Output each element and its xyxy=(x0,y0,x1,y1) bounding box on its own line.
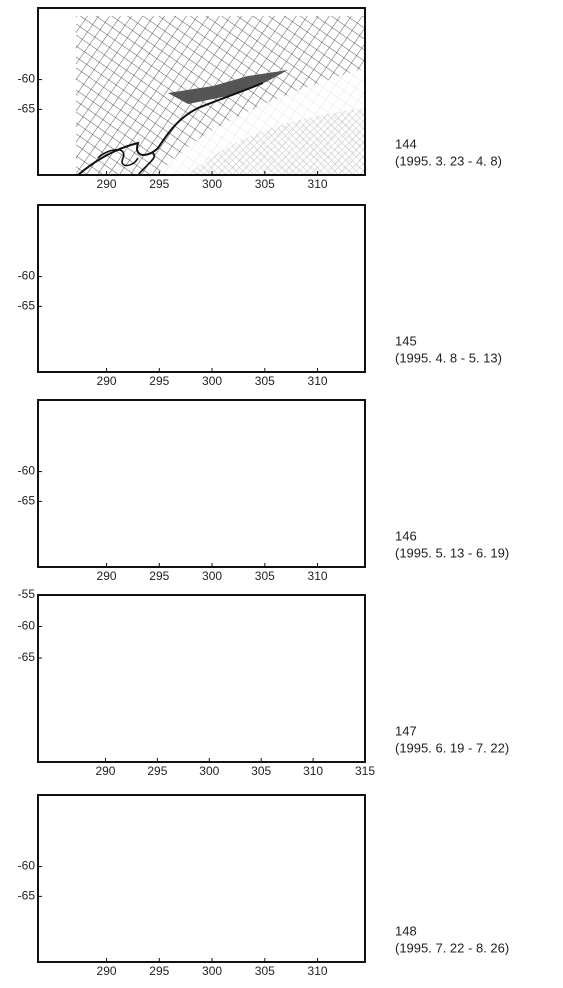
x-tick-label: 300 xyxy=(199,764,219,778)
x-tick-label: 295 xyxy=(147,764,167,778)
y-tick-label: -65 xyxy=(18,102,36,116)
cycle-label: 145 xyxy=(395,333,417,348)
y-tick-label: -65 xyxy=(18,299,36,313)
x-tick-label: 305 xyxy=(255,569,275,583)
x-tick-label: 295 xyxy=(149,374,169,388)
x-tick-label: 305 xyxy=(255,374,275,388)
map-image xyxy=(38,205,365,372)
date-range: (1995. 7. 22 - 8. 26) xyxy=(395,940,509,955)
x-tick-label: 295 xyxy=(149,177,169,191)
map-image xyxy=(38,400,365,567)
map-image xyxy=(38,8,365,175)
y-tick-label: -65 xyxy=(18,494,36,508)
x-tick-label: 290 xyxy=(97,177,117,191)
date-range: (1995. 6. 19 - 7. 22) xyxy=(395,740,509,755)
y-tick-label: -65 xyxy=(18,889,36,903)
x-tick-label: 310 xyxy=(308,177,328,191)
x-tick-label: 295 xyxy=(149,964,169,978)
map-image xyxy=(38,795,365,962)
x-tick-label: 310 xyxy=(308,964,328,978)
x-tick-label: 290 xyxy=(95,764,115,778)
cycle-label: 144 xyxy=(395,136,417,151)
x-tick-label: 305 xyxy=(255,177,275,191)
x-tick-label: 290 xyxy=(97,964,117,978)
date-range: (1995. 3. 23 - 4. 8) xyxy=(395,153,502,168)
map-frame xyxy=(37,399,366,568)
map-frame xyxy=(37,594,366,763)
cycle-label: 146 xyxy=(395,528,417,543)
map-panel: 290 295 300 305 310 -60 -65 145 (1995. 4. 8 - 5.… xyxy=(18,204,502,388)
y-tick-label: -60 xyxy=(18,859,36,873)
x-tick-label: 300 xyxy=(202,964,222,978)
x-tick-label: 300 xyxy=(202,569,222,583)
x-tick-label: 295 xyxy=(149,569,169,583)
x-tick-label: 305 xyxy=(251,764,271,778)
map-panel: 290 295 300 305 310 -60 -65 144 (1995. 3. 23 - 4… xyxy=(18,7,502,191)
map-panel: 290 295 300 305 310 -60 -65 146 (1995. 5. 13 - 6… xyxy=(18,399,509,583)
map-panel: 290 295 300 305 310 -60 -65 148 (1995. 7. 22 - 8… xyxy=(18,794,509,978)
date-range: (1995. 5. 13 - 6. 19) xyxy=(395,545,509,560)
cycle-label: 148 xyxy=(395,923,417,938)
y-tick-label: -65 xyxy=(18,650,36,664)
y-tick-label: -55 xyxy=(18,587,36,601)
x-tick-label: 310 xyxy=(303,764,323,778)
map-image xyxy=(38,595,365,762)
x-tick-label: 290 xyxy=(97,569,117,583)
y-tick-label: -60 xyxy=(18,269,36,283)
map-frame xyxy=(37,7,366,176)
x-tick-label: 305 xyxy=(255,964,275,978)
x-tick-label: 310 xyxy=(308,374,328,388)
y-tick-label: -60 xyxy=(18,619,36,633)
x-tick-label: 315 xyxy=(355,764,375,778)
x-tick-label: 300 xyxy=(202,177,222,191)
date-range: (1995. 4. 8 - 5. 13) xyxy=(395,350,502,365)
x-tick-label: 300 xyxy=(202,374,222,388)
map-frame xyxy=(37,204,366,373)
map-frame xyxy=(37,794,366,963)
cycle-label: 147 xyxy=(395,723,417,738)
y-tick-label: -60 xyxy=(18,72,36,86)
x-tick-label: 310 xyxy=(308,569,328,583)
x-tick-label: 290 xyxy=(97,374,117,388)
map-panel: 290 295 300 305 310 315 -55 -60 -65 147 (1995. 6. … xyxy=(18,587,510,778)
y-tick-label: -60 xyxy=(18,464,36,478)
